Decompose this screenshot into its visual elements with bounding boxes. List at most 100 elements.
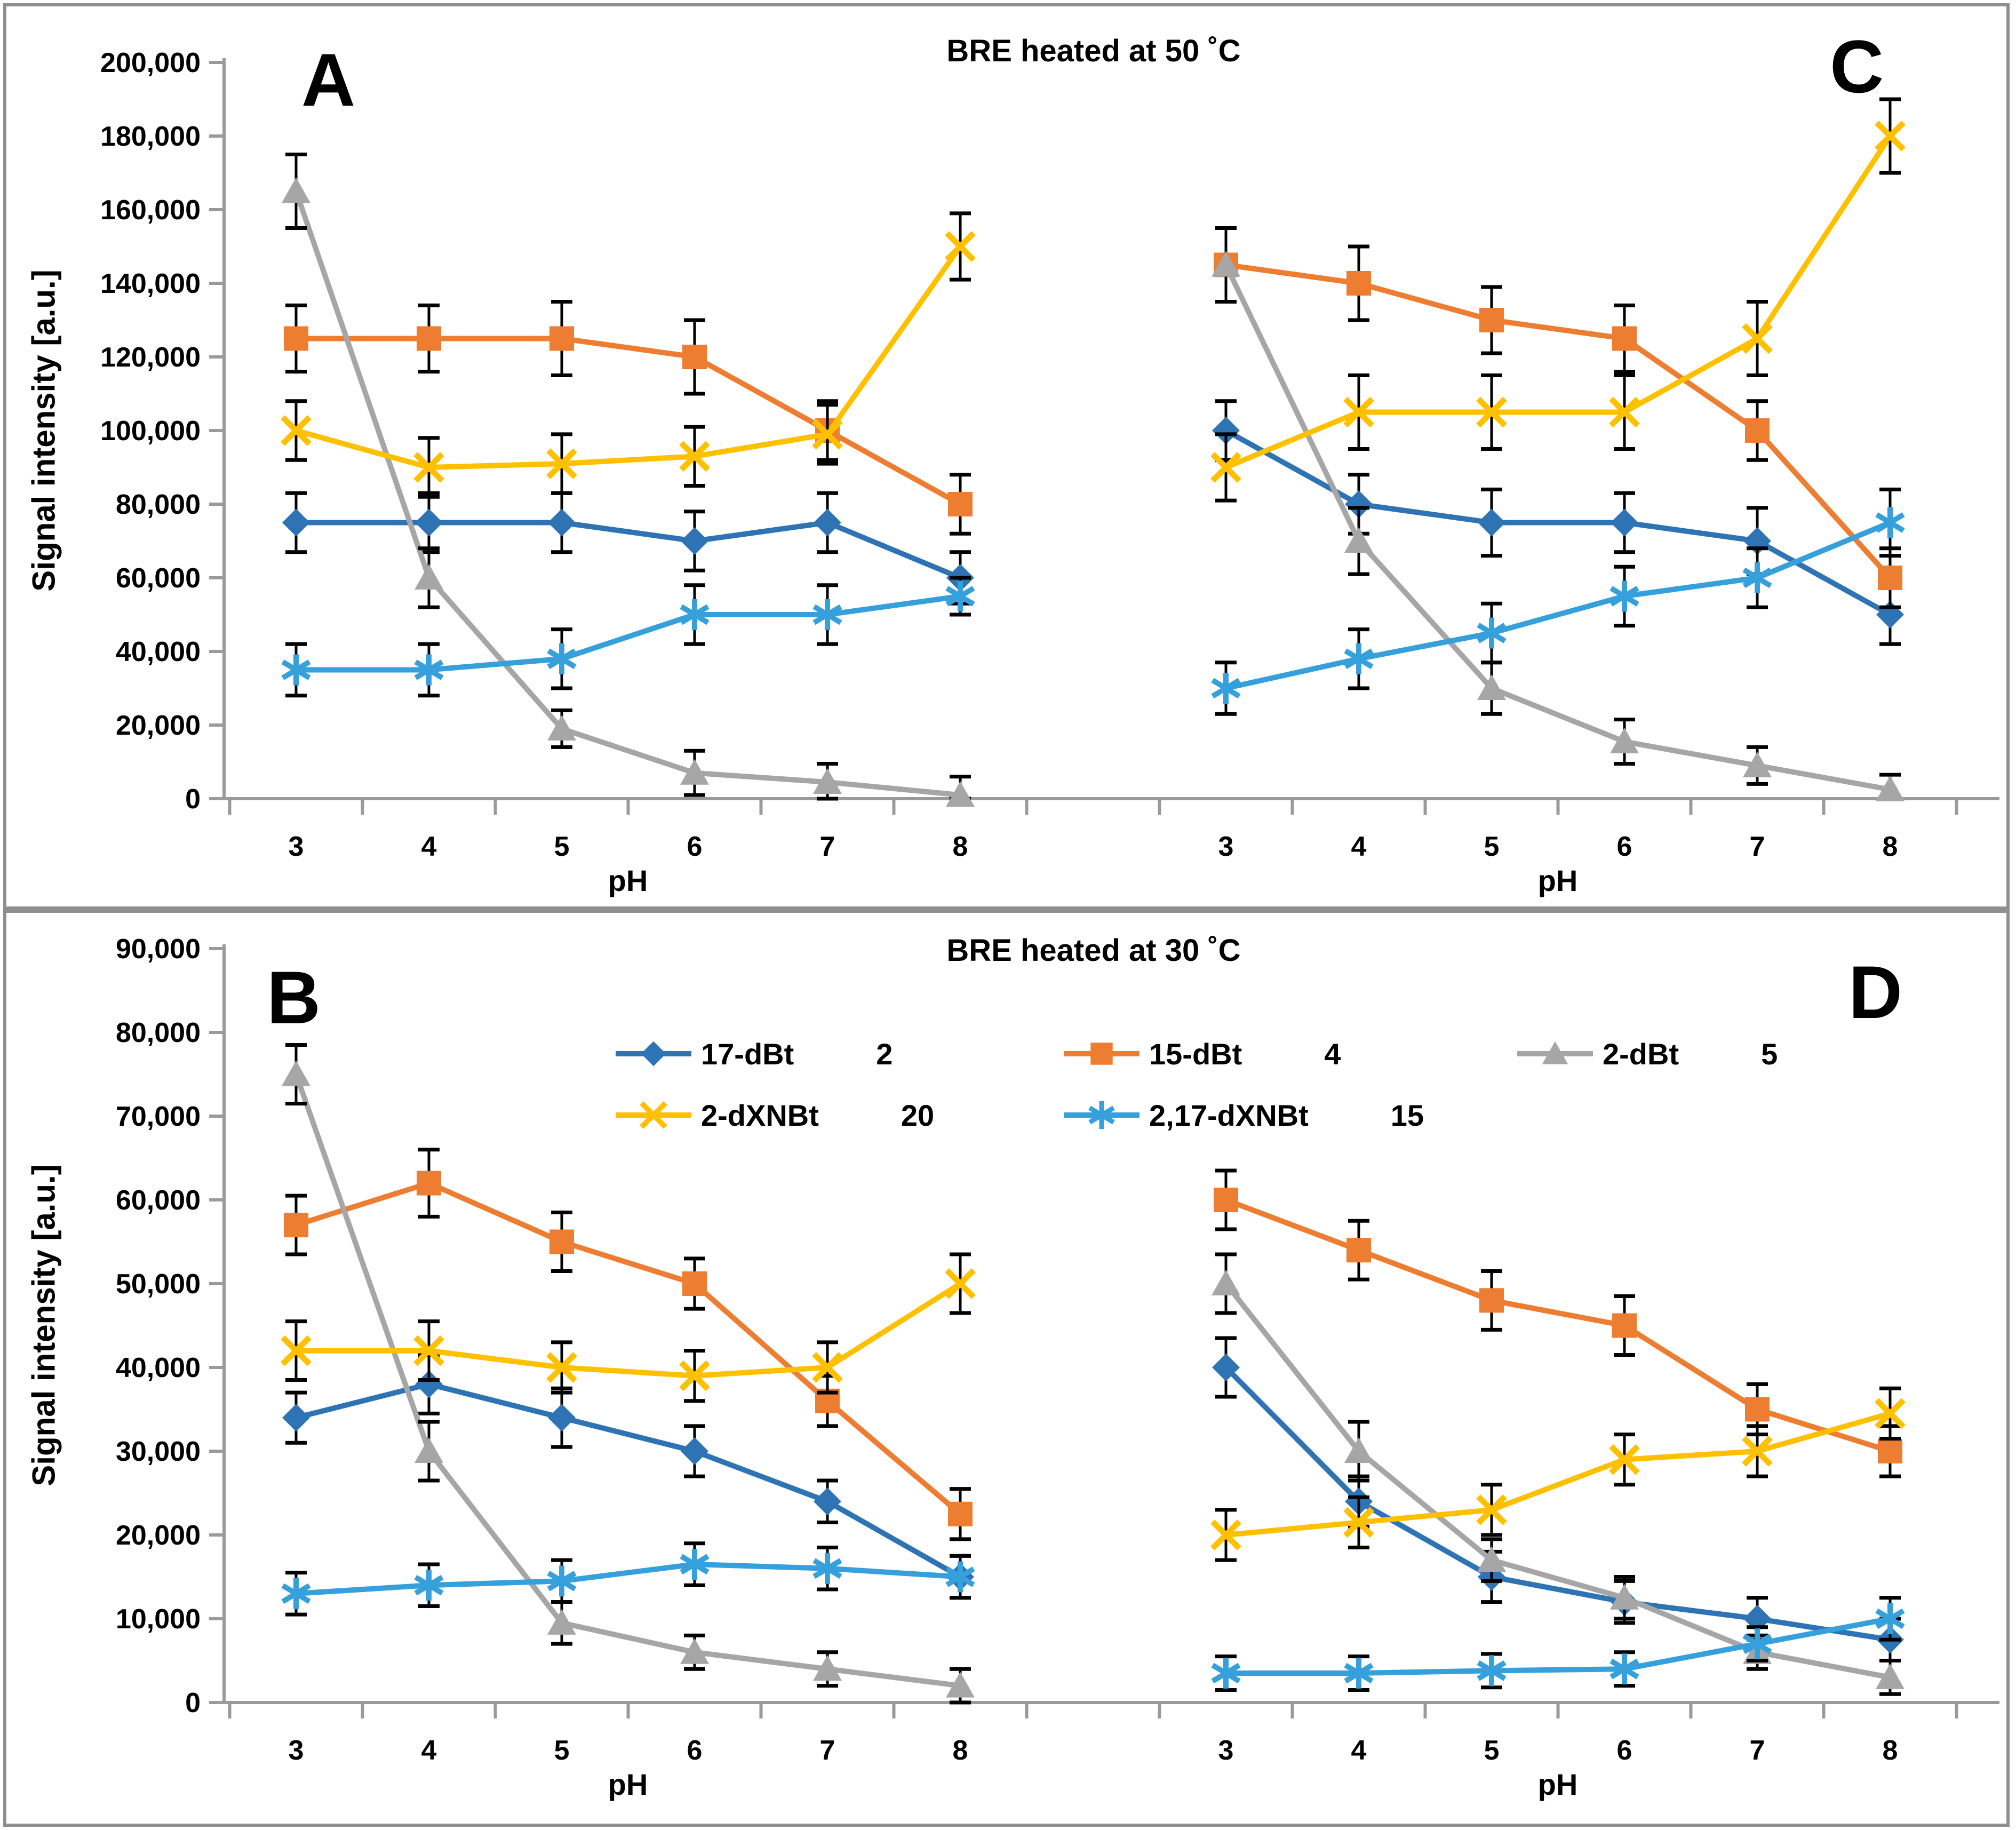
series-line xyxy=(1224,1282,1891,1680)
marker-asterisk xyxy=(812,604,842,625)
series-2,17-dXNBt xyxy=(281,576,975,698)
series-2-dBt xyxy=(1212,226,1905,801)
marker-square xyxy=(1346,1238,1371,1263)
marker-x xyxy=(413,452,444,483)
marker-triangle xyxy=(1610,728,1639,754)
marker-x xyxy=(1875,1398,1906,1429)
marker-triangle xyxy=(1477,1546,1506,1572)
marker-diamond xyxy=(1611,508,1638,537)
marker-x xyxy=(1476,396,1507,428)
y-tick-label: 20,000 xyxy=(116,1520,201,1551)
marker-square xyxy=(284,326,308,351)
marker-x xyxy=(679,441,710,472)
marker-triangle xyxy=(1212,1270,1240,1295)
marker-asterisk xyxy=(1211,1662,1241,1684)
marker-x xyxy=(812,1352,843,1383)
marker-x xyxy=(1609,396,1640,428)
legend-item: 15-dBt 4 xyxy=(1062,1035,1341,1072)
x-tick-label: 6 xyxy=(1617,1735,1632,1766)
series-line xyxy=(1225,1197,1891,1454)
series-17-dBt-icon xyxy=(616,1041,691,1067)
marker-x xyxy=(281,415,312,446)
y-tick-label: 120,000 xyxy=(100,342,201,373)
y-tick-label: 0 xyxy=(185,784,201,815)
panel-label-c: C xyxy=(1830,25,1884,108)
marker-triangle xyxy=(1876,1663,1905,1689)
marker-diamond xyxy=(1212,1354,1240,1381)
x-tick-label: 5 xyxy=(554,831,570,862)
series-2,17-dXNBt xyxy=(1211,1596,1905,1692)
marker-asterisk xyxy=(1875,1608,1905,1629)
series-2-dXNBt xyxy=(281,211,976,499)
panel-label-a: A xyxy=(301,38,356,122)
marker-triangle xyxy=(680,1638,709,1664)
marker-triangle xyxy=(282,1060,310,1086)
series-2-dXNBt xyxy=(1210,1386,1906,1562)
bottom-chart: 0 10,000 20,000 30,000 40,000 50,000 60,000 70,… xyxy=(116,934,1999,1766)
marker-triangle xyxy=(547,714,576,741)
series-line xyxy=(293,190,961,798)
marker-x xyxy=(945,231,976,262)
y-tick-label: 140,000 xyxy=(100,268,201,299)
marker-x xyxy=(1476,1494,1507,1525)
x-tick-label: 8 xyxy=(953,831,968,862)
series-15-dBt xyxy=(1214,226,1902,609)
legend-qty: 15 xyxy=(1390,1098,1424,1132)
x-tick-label: 5 xyxy=(1484,1735,1500,1766)
series-2-dXNBt xyxy=(1210,97,1906,503)
marker-asterisk xyxy=(1344,1662,1374,1684)
marker-square xyxy=(1745,1397,1770,1422)
marker-square xyxy=(1878,566,1902,590)
top-chart-title: BRE heated at 50 ˚C xyxy=(946,34,1241,68)
series-line xyxy=(296,593,961,673)
series-2-dXNBt xyxy=(281,1252,976,1403)
series-17-dBt xyxy=(1212,399,1904,646)
top-y-axis-title: Signal intensity [a.u.] xyxy=(26,269,62,592)
bottom-section-frame xyxy=(3,910,2010,1827)
y-tick-label: 30,000 xyxy=(116,1436,201,1467)
marker-square xyxy=(682,345,707,369)
marker-square xyxy=(1346,271,1371,296)
series-line xyxy=(1225,262,1892,580)
series-17-dBt xyxy=(282,491,974,606)
marker-triangle xyxy=(547,1609,576,1635)
x-tick-label: 5 xyxy=(1484,831,1500,862)
top-chart: 0 20,000 40,000 60,000 80,000 100,000 120,000 1… xyxy=(100,47,1999,862)
y-tick-label: 160,000 xyxy=(100,195,201,226)
bottom-chart-title: BRE heated at 30 ˚C xyxy=(946,933,1241,968)
y-tick-label: 100,000 xyxy=(100,416,201,447)
y-tick-label: 40,000 xyxy=(116,636,201,667)
legend-label: 17-dBt xyxy=(701,1037,794,1071)
x-tick-label: 7 xyxy=(820,831,835,862)
marker-asterisk xyxy=(1609,1658,1639,1680)
x-tick-label: 3 xyxy=(289,831,304,862)
marker-asterisk xyxy=(1477,1660,1507,1681)
series-2,17-dXNBt xyxy=(1211,487,1905,716)
marker-square xyxy=(1745,418,1770,443)
legend-label: 2,17-dXNBt xyxy=(1149,1098,1309,1132)
x-tick-label: 6 xyxy=(1617,831,1632,862)
y-tick-label: 200,000 xyxy=(100,47,201,78)
marker-diamond xyxy=(814,508,841,537)
series-line xyxy=(293,1073,961,1689)
marker-diamond xyxy=(1478,508,1505,537)
y-tick-label: 60,000 xyxy=(116,1185,201,1216)
panel-label-d: D xyxy=(1848,950,1903,1034)
marker-diamond xyxy=(282,1404,310,1432)
marker-asterisk xyxy=(1742,567,1772,588)
marker-asterisk xyxy=(547,1571,577,1592)
marker-asterisk xyxy=(281,1583,311,1604)
x-tick-label: 8 xyxy=(1883,1735,1898,1766)
marker-diamond xyxy=(282,508,310,537)
marker-asterisk xyxy=(945,1566,975,1587)
series-2-dBt xyxy=(282,1043,975,1705)
y-tick-label: 80,000 xyxy=(116,1017,201,1048)
marker-diamond xyxy=(1212,417,1240,444)
x-tick-label: 8 xyxy=(953,1735,968,1766)
x-tick-label: 4 xyxy=(421,1735,437,1766)
marker-x xyxy=(639,1101,668,1129)
marker-triangle xyxy=(1477,674,1506,700)
panel-B: 3 4 5 6 7 8 xyxy=(281,1043,976,1766)
marker-square xyxy=(948,492,973,516)
